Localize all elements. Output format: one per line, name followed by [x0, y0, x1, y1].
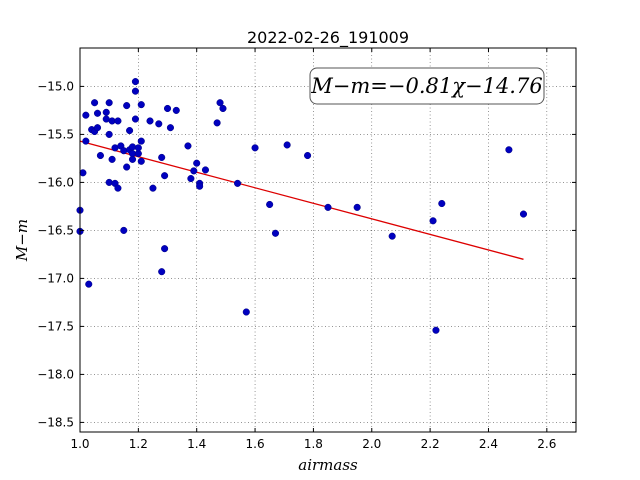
data-point	[93, 109, 102, 117]
data-point	[216, 99, 224, 107]
data-point	[96, 151, 104, 160]
y-tick-label: −15.0	[37, 79, 74, 93]
y-tick-label: −17.5	[37, 319, 74, 333]
data-point	[114, 117, 122, 125]
data-point	[137, 101, 145, 109]
equation-text: M−m=−0.81χ−14.76	[310, 74, 542, 98]
data-point	[353, 203, 361, 211]
data-point	[149, 184, 157, 192]
data-point	[429, 217, 437, 225]
data-point	[114, 184, 122, 192]
data-point	[82, 137, 90, 145]
fit-line	[79, 140, 524, 260]
equation-box	[309, 67, 545, 105]
data-point	[123, 102, 131, 110]
y-axis-label: M−m	[13, 219, 31, 262]
x-tick-label: 2.0	[362, 437, 381, 451]
data-point	[271, 229, 280, 237]
data-point	[158, 153, 166, 161]
data-point	[102, 108, 110, 116]
x-tick-label: 1.8	[304, 437, 323, 451]
data-point	[219, 104, 227, 113]
grid-layer	[79, 48, 576, 432]
data-point	[123, 163, 131, 171]
data-point	[128, 143, 137, 151]
data-point	[184, 142, 192, 150]
data-point	[201, 166, 210, 174]
data-point	[190, 167, 198, 175]
data-point	[266, 200, 274, 209]
data-point	[134, 144, 142, 152]
data-point	[242, 308, 250, 316]
data-point	[105, 99, 113, 107]
data-point	[213, 119, 221, 127]
data-point	[251, 144, 259, 152]
x-tick-label: 1.2	[129, 437, 148, 451]
data-point	[91, 99, 99, 107]
data-point	[519, 210, 528, 218]
data-point	[82, 111, 90, 119]
y-tick-label: −16.5	[37, 223, 74, 237]
x-tick-label: 2.6	[537, 437, 556, 451]
chart-title: 2022-02-26_191009	[247, 28, 409, 48]
y-tick-label: −18.0	[37, 367, 74, 381]
data-point	[505, 146, 513, 154]
data-point	[120, 226, 128, 234]
x-axis-label: airmass	[298, 456, 358, 474]
x-tick-label: 1.4	[187, 437, 206, 451]
data-point	[131, 115, 139, 123]
equation-annotation: M−m=−0.81χ−14.76	[309, 67, 545, 105]
points-layer	[76, 78, 528, 334]
data-point	[187, 175, 195, 183]
data-point	[108, 155, 116, 163]
data-point	[158, 268, 166, 276]
data-point	[388, 232, 396, 240]
data-point	[120, 147, 128, 155]
data-point	[155, 120, 163, 128]
data-point	[193, 159, 201, 167]
y-tick-label: −17.0	[37, 271, 74, 285]
x-tick-label: 1.0	[70, 437, 89, 451]
data-point	[196, 182, 204, 190]
x-tick-label: 2.4	[479, 437, 498, 451]
data-point	[105, 178, 113, 186]
y-tick-label: −18.5	[37, 415, 74, 429]
data-point	[131, 87, 139, 95]
data-point	[105, 130, 113, 138]
data-point	[161, 172, 169, 180]
data-point	[166, 124, 174, 132]
data-point	[324, 203, 332, 211]
y-tick-label: −15.5	[37, 127, 74, 141]
y-tick-label: −16.0	[37, 175, 74, 189]
data-point	[146, 117, 154, 125]
data-point	[161, 245, 169, 253]
data-point	[137, 137, 145, 145]
data-point	[283, 141, 291, 149]
data-point	[438, 199, 446, 208]
ticks-layer	[79, 48, 576, 432]
data-point	[126, 127, 134, 135]
data-point	[85, 280, 93, 288]
data-point	[79, 169, 87, 177]
x-tick-label: 1.6	[246, 437, 265, 451]
plot-frame	[79, 47, 577, 433]
fit-layer	[79, 140, 524, 260]
x-tick-label: 2.2	[421, 437, 440, 451]
data-point	[172, 106, 180, 114]
data-point	[137, 157, 145, 165]
data-point	[432, 326, 440, 334]
y-tick-labels: −15.0 −15.5 −16.0 −16.5 −17.0 −17.5 −18.0 −18.5	[37, 79, 74, 429]
data-point	[131, 78, 139, 86]
data-point	[163, 104, 172, 113]
data-point	[304, 151, 312, 160]
data-point	[234, 179, 242, 187]
x-tick-labels: 1.0 1.2 1.4 1.6 1.8 2.0 2.2 2.4 2.6	[70, 437, 556, 451]
data-point	[93, 124, 102, 132]
